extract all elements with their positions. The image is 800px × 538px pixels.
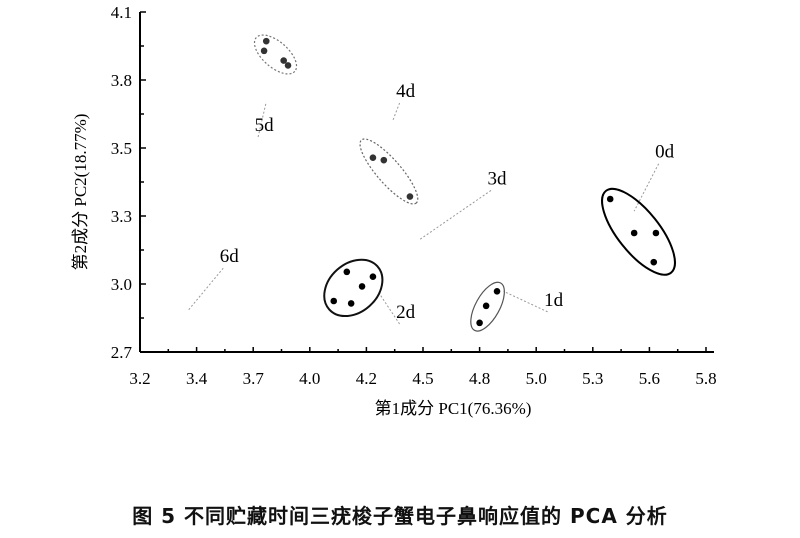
data-point-4d: [369, 154, 377, 162]
x-tick-label: 3.4: [186, 369, 208, 388]
leader-line-6d: [187, 267, 224, 312]
y-tick-label: 3.0: [111, 275, 132, 294]
y-axis-label: 第2成分 PC2(18.77%): [71, 114, 90, 271]
confidence-ellipse-2d: [323, 258, 384, 318]
data-point-1d: [476, 319, 483, 327]
data-point-0d: [650, 258, 658, 266]
data-point-4d: [406, 193, 414, 200]
x-axis-label: 第1成分 PC1(76.36%): [375, 399, 532, 418]
confidence-ellipse-1d: [470, 281, 505, 332]
x-tick-label: 3.7: [243, 369, 265, 388]
x-tick-label: 4.0: [299, 369, 320, 388]
x-tick-label: 4.5: [412, 369, 433, 388]
x-tick-label: 4.2: [356, 369, 377, 388]
pca-scatter-chart: 3.2 3.4 3.7 4.0 4.2 4.5 4.8 5.0 5.3 5.6 5.8 2.7 3.0 3…: [71, 3, 717, 418]
x-tick-label: 5.0: [526, 369, 547, 388]
figure-caption: 图 5 不同贮藏时间三疣梭子蟹电子鼻响应值的 PCA 分析: [132, 504, 668, 528]
group-label-1d: 1d: [544, 290, 564, 311]
data-point-5d: [280, 57, 287, 64]
data-point-2d: [330, 297, 338, 305]
group-label-4d: 4d: [396, 81, 416, 102]
x-tick-label: 5.8: [695, 369, 716, 388]
group-label-0d: 0d: [655, 142, 675, 163]
y-tick-label: 2.7: [111, 343, 133, 362]
data-point-1d: [482, 302, 490, 310]
confidence-ellipse-5d: [253, 34, 298, 75]
group-label-2d: 2d: [396, 302, 416, 323]
data-point-4d: [380, 156, 388, 164]
group-label-3d: 3d: [488, 168, 508, 189]
data-point-0d: [630, 229, 638, 237]
x-tick-label: 5.3: [582, 369, 603, 388]
y-tick-label: 3.5: [111, 139, 132, 158]
data-point-2d: [358, 283, 366, 290]
data-point-5d: [260, 47, 268, 55]
confidence-ellipse-0d: [601, 187, 676, 276]
x-tick-label: 3.2: [129, 369, 150, 388]
data-point-0d: [606, 195, 614, 203]
leader-line-1d: [503, 290, 548, 313]
leader-line-0d: [633, 163, 660, 212]
y-tick-label: 3.3: [111, 207, 132, 226]
data-point-0d: [652, 229, 660, 237]
data-point-1d: [493, 287, 501, 295]
x-tick-label: 4.8: [469, 369, 490, 388]
data-point-2d: [369, 273, 377, 281]
leader-line-3d: [418, 190, 492, 241]
y-tick-label: 3.8: [111, 71, 132, 90]
data-point-5d: [262, 37, 270, 45]
y-tick-label: 4.1: [111, 3, 132, 22]
confidence-ellipse-4d: [359, 138, 419, 205]
group-label-5d: 5d: [255, 115, 275, 136]
data-point-2d: [347, 300, 355, 307]
leader-line-4d: [392, 102, 401, 122]
data-point-2d: [343, 268, 351, 276]
data-point-5d: [284, 62, 292, 69]
group-label-6d: 6d: [220, 246, 240, 267]
x-tick-label: 5.6: [639, 369, 660, 388]
